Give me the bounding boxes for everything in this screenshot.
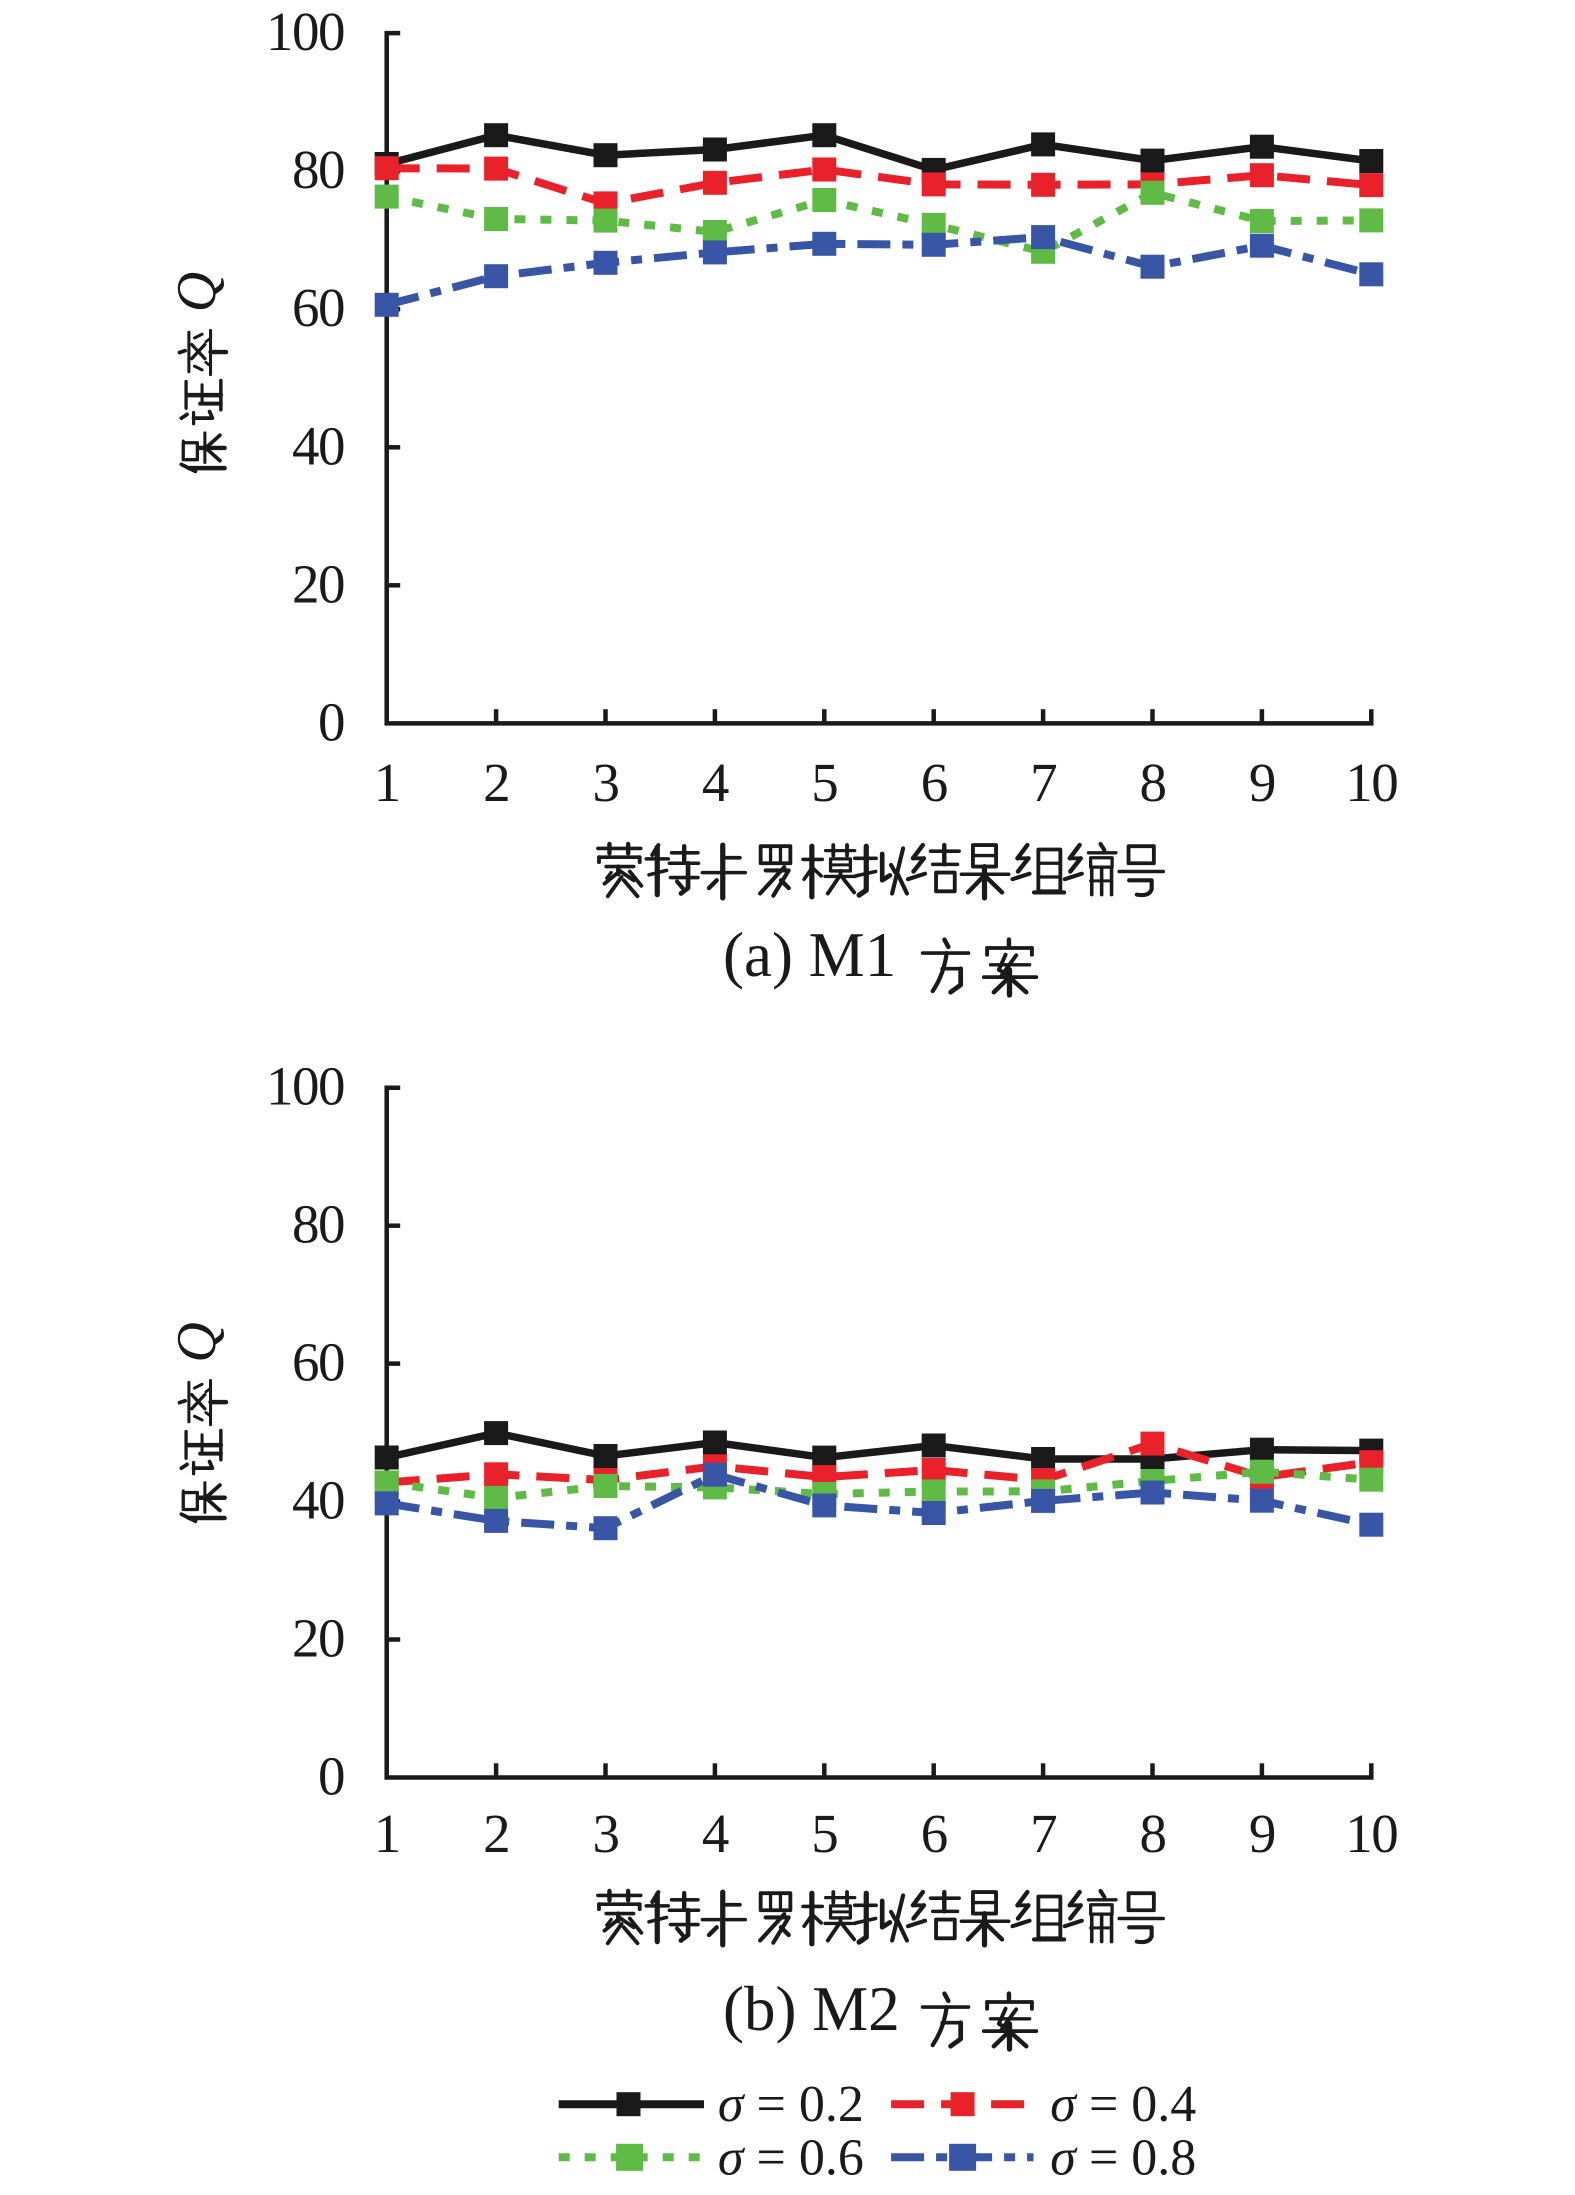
svg-text:4: 4 (702, 752, 729, 813)
svg-text:6: 6 (921, 752, 947, 813)
svg-text:8: 8 (1140, 1803, 1166, 1864)
svg-text:9: 9 (1249, 1803, 1275, 1864)
svg-text:2: 2 (483, 752, 509, 813)
svg-text:60: 60 (292, 1332, 344, 1393)
svg-text:5: 5 (811, 1803, 837, 1864)
svg-text:20: 20 (292, 553, 344, 614)
svg-text:(a) M1: (a) M1 (723, 920, 896, 990)
svg-text:σ = 0.6: σ = 0.6 (718, 2129, 864, 2186)
svg-text:80: 80 (292, 139, 344, 200)
svg-text:100: 100 (266, 1, 344, 62)
svg-text:3: 3 (593, 1803, 619, 1864)
svg-text:4: 4 (702, 1803, 729, 1864)
svg-text:1: 1 (374, 1803, 400, 1864)
svg-text:σ = 0.4: σ = 0.4 (1050, 2076, 1196, 2133)
svg-text:40: 40 (292, 1470, 344, 1531)
svg-text:2: 2 (483, 1803, 509, 1864)
svg-text:40: 40 (292, 415, 344, 476)
svg-text:10: 10 (1345, 1803, 1397, 1864)
svg-text:100: 100 (266, 1056, 344, 1117)
svg-text:7: 7 (1030, 1803, 1056, 1864)
svg-text:8: 8 (1140, 752, 1166, 813)
svg-text:0: 0 (318, 691, 344, 752)
svg-text:20: 20 (292, 1608, 344, 1669)
svg-text:6: 6 (921, 1803, 947, 1864)
svg-text:1: 1 (374, 752, 400, 813)
svg-text:7: 7 (1030, 752, 1056, 813)
svg-text:σ = 0.2: σ = 0.2 (718, 2076, 864, 2133)
svg-text:9: 9 (1249, 752, 1275, 813)
svg-text:σ = 0.8: σ = 0.8 (1050, 2129, 1196, 2186)
svg-text:3: 3 (593, 752, 619, 813)
svg-text:(b) M2: (b) M2 (723, 1974, 900, 2044)
svg-text:0: 0 (318, 1746, 344, 1807)
svg-text:Q: Q (166, 1322, 228, 1362)
svg-text:5: 5 (811, 752, 837, 813)
svg-text:10: 10 (1345, 752, 1397, 813)
svg-text:Q: Q (166, 272, 228, 312)
svg-text:60: 60 (292, 277, 344, 338)
svg-text:80: 80 (292, 1194, 344, 1255)
